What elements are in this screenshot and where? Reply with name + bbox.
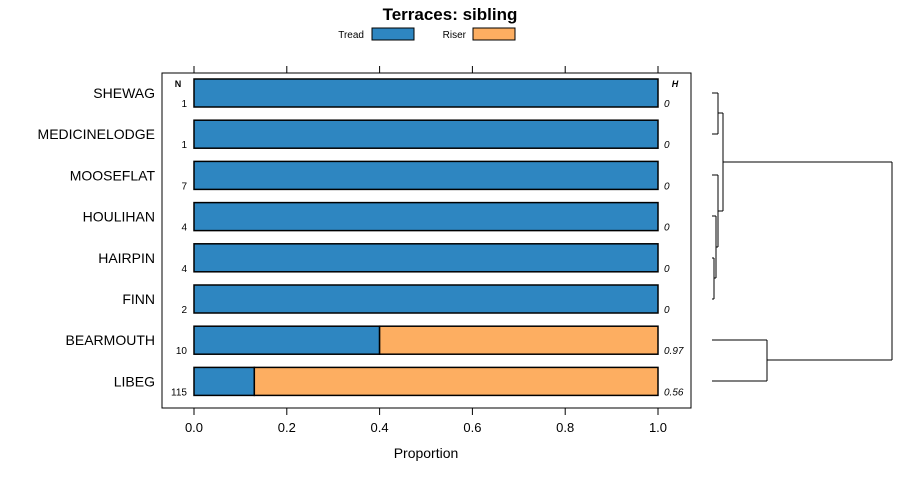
n-value-bearmouth: 10 — [176, 346, 188, 357]
bar-tread-finn — [193, 284, 659, 314]
n-value-libeg: 115 — [171, 387, 187, 398]
x-tick-label: 0.2 — [278, 420, 296, 435]
category-label-libeg: LIBEG — [114, 373, 155, 389]
bar-tread-houlihan — [193, 201, 659, 232]
bar-tread-mooseflat — [193, 160, 659, 191]
bars-group — [193, 78, 659, 397]
legend-label-riser: Riser — [443, 30, 467, 41]
category-label-shewag: SHEWAG — [93, 85, 155, 101]
legend-label-tread: Tread — [338, 30, 364, 41]
bar-tread-libeg — [193, 366, 256, 397]
x-axis: 0.0 0.2 0.4 0.6 0.8 1.0 — [185, 66, 667, 435]
h-value-shewag: 0 — [664, 99, 670, 110]
h-value-mooseflat: 0 — [664, 181, 670, 192]
n-value-finn: 2 — [181, 305, 187, 316]
bar-riser-bearmouth — [378, 325, 659, 355]
h-value-medicinelodge: 0 — [664, 140, 670, 151]
bar-tread-shewag — [193, 78, 659, 108]
n-value-medicinelodge: 1 — [181, 140, 187, 151]
n-value-hairpin: 4 — [181, 264, 187, 275]
category-label-medicinelodge: MEDICINELODGE — [38, 126, 155, 142]
h-value-finn: 0 — [664, 305, 670, 316]
h-header: H — [672, 79, 679, 89]
legend: Tread Riser — [338, 27, 516, 41]
category-label-finn: FINN — [122, 291, 155, 307]
n-value-shewag: 1 — [181, 99, 187, 110]
category-label-houlihan: HOULIHAN — [83, 209, 155, 225]
n-value-houlihan: 4 — [181, 223, 187, 234]
dendrogram — [712, 92, 893, 382]
x-tick-label: 0.4 — [371, 420, 389, 435]
x-tick-label: 1.0 — [649, 420, 667, 435]
category-label-mooseflat: MOOSEFLAT — [70, 167, 156, 183]
x-tick-label: 0.6 — [463, 420, 481, 435]
bar-riser-libeg — [253, 366, 659, 397]
chart-title: Terraces: sibling — [383, 5, 518, 24]
category-label-hairpin: HAIRPIN — [98, 250, 155, 266]
n-value-mooseflat: 7 — [181, 181, 187, 192]
category-label-bearmouth: BEARMOUTH — [66, 332, 155, 348]
h-value-libeg: 0.56 — [664, 387, 684, 398]
legend-swatch-tread — [371, 27, 415, 41]
plot-panel — [161, 72, 692, 409]
h-value-bearmouth: 0.97 — [664, 346, 684, 357]
h-value-hairpin: 0 — [664, 264, 670, 275]
bar-tread-medicinelodge — [193, 119, 659, 149]
bar-tread-bearmouth — [193, 325, 381, 355]
n-labels: N 1 1 7 4 4 2 10 115 — [171, 79, 187, 398]
legend-swatch-riser — [472, 27, 516, 41]
n-header: N — [175, 79, 182, 89]
x-tick-label: 0.8 — [556, 420, 574, 435]
x-axis-title: Proportion — [394, 445, 459, 461]
h-value-houlihan: 0 — [664, 223, 670, 234]
x-tick-label: 0.0 — [185, 420, 203, 435]
category-labels: SHEWAG MEDICINELODGE MOOSEFLAT HOULIHAN HAIR… — [38, 85, 156, 389]
bar-tread-hairpin — [193, 243, 659, 273]
